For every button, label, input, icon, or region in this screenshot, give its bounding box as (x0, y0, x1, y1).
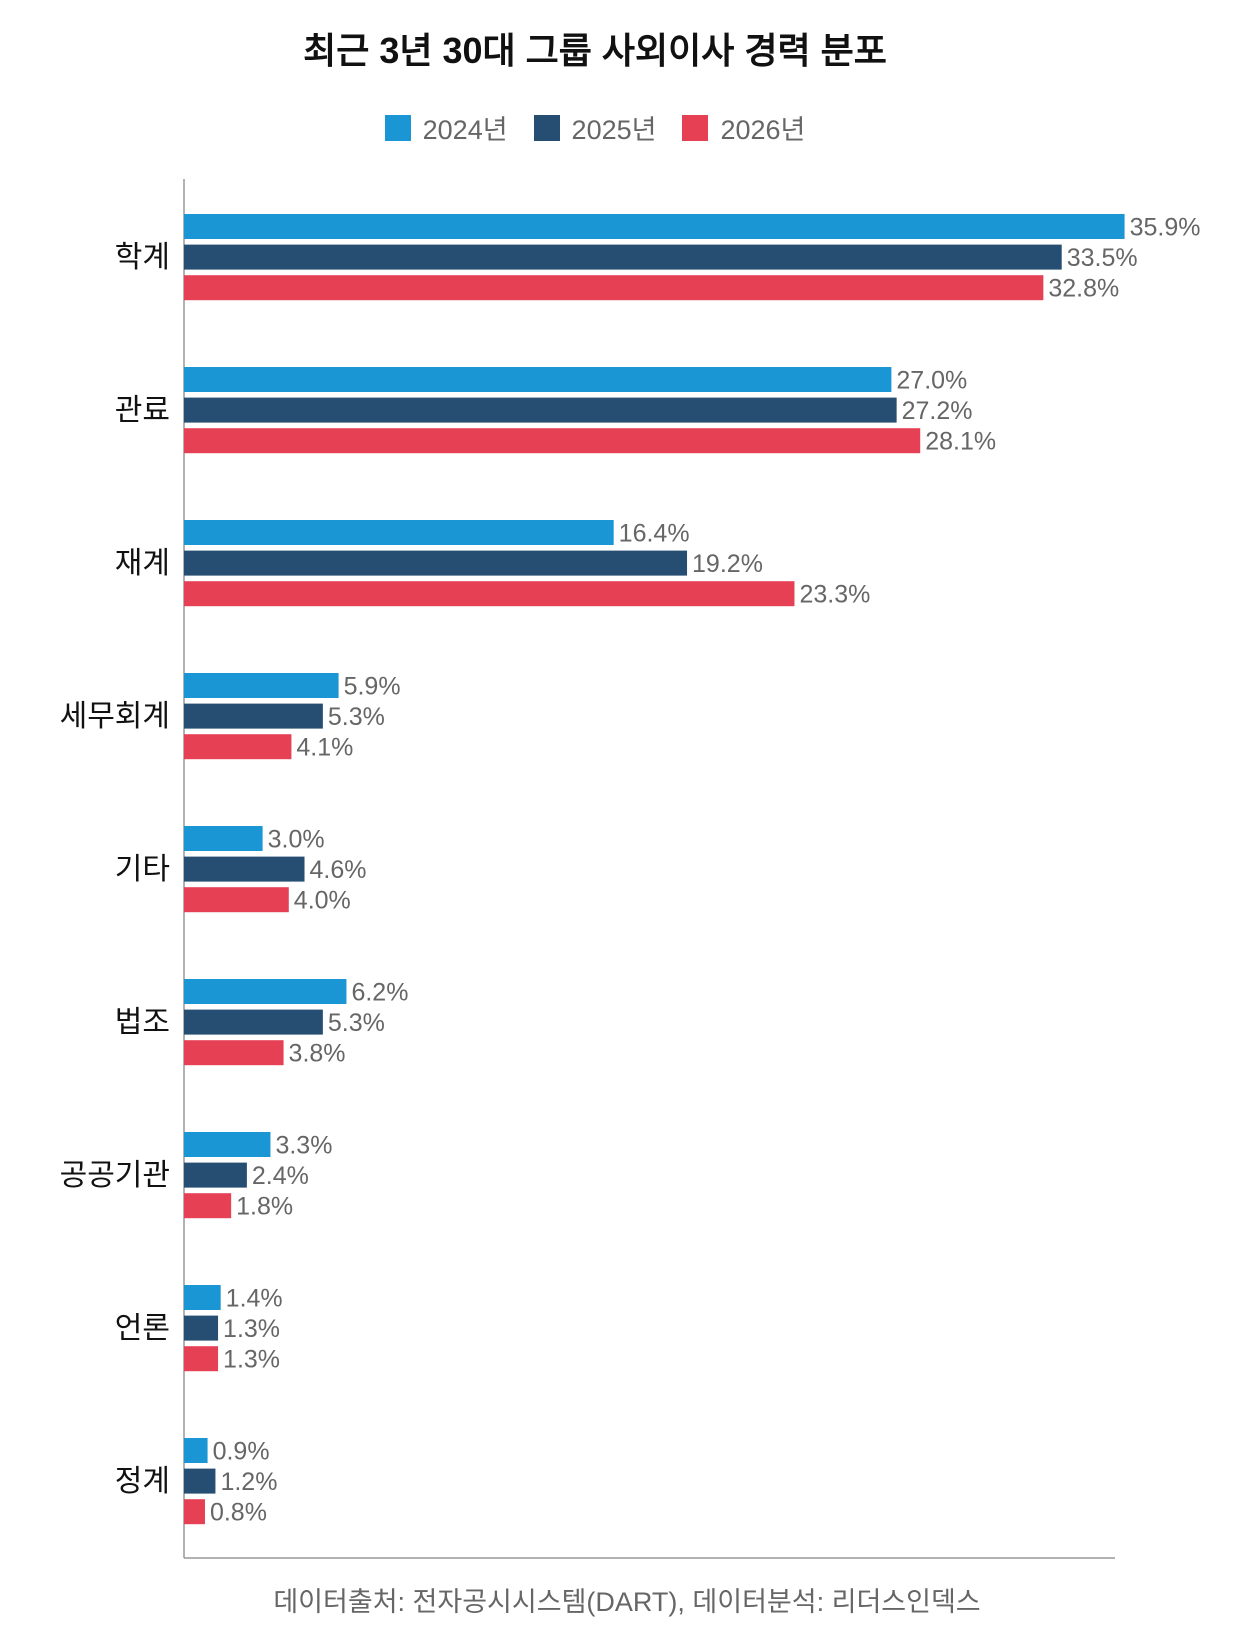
bar (184, 734, 292, 760)
bar (184, 275, 1044, 301)
bar (184, 1193, 232, 1219)
legend-item-2025: 2025년 (533, 108, 657, 147)
data-label: 1.2% (220, 1468, 277, 1496)
bar (184, 1468, 216, 1494)
bar (184, 1009, 323, 1035)
bar (184, 1346, 219, 1372)
data-label: 27.0% (896, 367, 967, 395)
legend-swatch (384, 114, 411, 141)
bar (184, 887, 289, 913)
category-label: 학계 (115, 241, 170, 274)
source-note: 데이터출처: 전자공시시스템(DART), 데이터분석: 리더스인덱스 (273, 1587, 981, 1617)
bar (184, 397, 897, 423)
category-label: 공공기관 (60, 1159, 170, 1192)
bar (184, 1499, 205, 1525)
bar (184, 1132, 271, 1157)
legend-swatch (682, 114, 709, 141)
data-label: 4.0% (294, 887, 351, 915)
category-label: 언론 (115, 1312, 170, 1345)
legend-swatch (533, 114, 560, 141)
data-label: 19.2% (692, 550, 763, 578)
data-label: 5.3% (328, 1009, 385, 1037)
data-label: 2.4% (252, 1162, 309, 1190)
data-label: 27.2% (902, 397, 973, 425)
legend-label: 2025년 (571, 115, 657, 145)
data-label: 32.8% (1048, 275, 1119, 303)
data-label: 6.2% (351, 979, 408, 1007)
category-label: 재계 (115, 547, 170, 580)
bar (184, 673, 339, 698)
chart-title: 최근 3년 30대 그룹 사외이사 경력 분포 (303, 30, 887, 71)
bar (184, 428, 921, 454)
bar (184, 1438, 208, 1463)
data-label: 5.9% (344, 673, 401, 701)
data-label: 1.3% (223, 1346, 280, 1374)
data-label: 28.1% (925, 428, 996, 456)
bar (184, 1040, 284, 1066)
legend: 2024년 2025년 2026년 (0, 108, 1190, 147)
bar (184, 856, 305, 882)
category-label: 관료 (115, 394, 170, 427)
data-label: 3.8% (289, 1040, 346, 1068)
bar (184, 367, 892, 392)
data-label: 5.3% (328, 703, 385, 731)
category-label: 정계 (115, 1465, 170, 1498)
legend-label: 2026년 (720, 115, 806, 145)
category-label: 법조 (115, 1006, 170, 1039)
data-label: 16.4% (619, 520, 690, 548)
bar (184, 826, 263, 851)
category-label: 기타 (115, 853, 170, 886)
data-label: 3.0% (268, 826, 325, 854)
bar (184, 214, 1125, 239)
bar (184, 550, 688, 576)
legend-item-2024: 2024년 (384, 108, 508, 147)
bar (184, 1162, 247, 1188)
category-label: 세무회계 (60, 700, 170, 733)
data-label: 3.3% (275, 1132, 332, 1160)
data-label: 23.3% (799, 581, 870, 609)
legend-item-2026: 2026년 (682, 108, 805, 147)
data-label: 35.9% (1130, 214, 1201, 242)
bar (184, 703, 323, 729)
bar (184, 1315, 219, 1341)
data-label: 33.5% (1067, 244, 1138, 272)
data-label: 1.4% (226, 1285, 283, 1313)
data-label: 4.1% (296, 734, 353, 762)
data-label: 4.6% (310, 856, 367, 884)
bar (184, 520, 614, 545)
data-label: 0.9% (213, 1438, 270, 1466)
bar (184, 244, 1062, 270)
data-label: 1.3% (223, 1315, 280, 1343)
data-label: 0.8% (210, 1499, 267, 1527)
data-label: 1.8% (236, 1193, 293, 1221)
bar (184, 581, 795, 607)
bar (184, 1285, 221, 1310)
legend-label: 2024년 (422, 115, 508, 145)
bar (184, 979, 347, 1004)
